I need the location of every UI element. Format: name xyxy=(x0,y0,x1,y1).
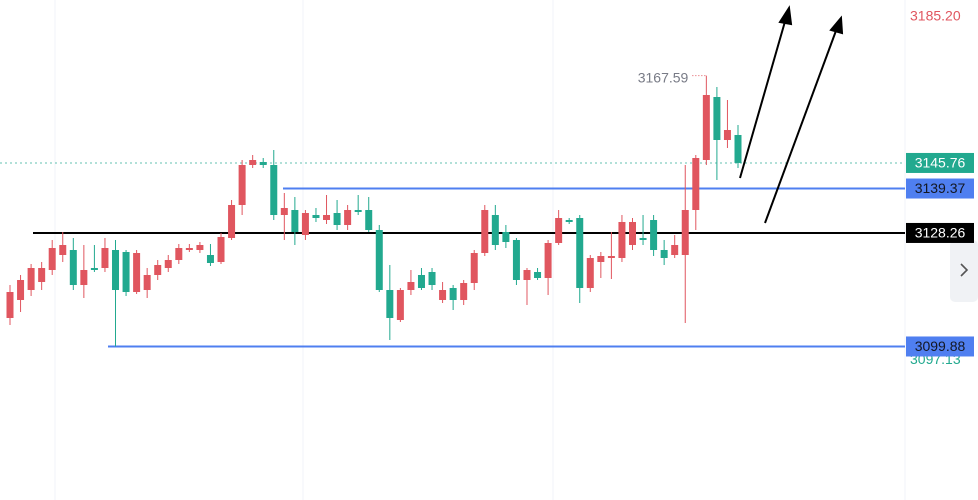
candle-body xyxy=(27,268,35,290)
candle-body xyxy=(534,272,542,278)
candle-body xyxy=(154,265,162,275)
candle-body xyxy=(692,158,700,210)
candle-body xyxy=(90,268,98,270)
candle-body xyxy=(185,248,193,250)
candle-body xyxy=(481,210,489,253)
candle-body xyxy=(17,280,25,300)
candle-body xyxy=(639,238,647,240)
candle-body xyxy=(671,245,679,255)
candle-body xyxy=(6,292,14,318)
candle-body xyxy=(80,270,88,285)
price-badge-label: 3145.76 xyxy=(915,155,966,171)
candle-body xyxy=(734,135,742,163)
candle-body xyxy=(439,290,447,300)
candle-body xyxy=(301,213,309,235)
arrow-head xyxy=(778,5,793,26)
candle-body xyxy=(417,275,425,288)
candle-body xyxy=(164,260,172,268)
price-badge-label: 3128.26 xyxy=(915,225,966,241)
candle-body xyxy=(396,290,404,320)
side-tab-bg[interactable] xyxy=(950,240,978,302)
candle-body xyxy=(323,215,331,220)
candle-body xyxy=(586,258,594,288)
candle-body xyxy=(206,255,214,263)
candle-body xyxy=(449,288,457,300)
candle-body xyxy=(133,253,141,292)
candle-body xyxy=(428,272,436,285)
candle-body xyxy=(38,268,46,282)
candle-body xyxy=(576,218,584,288)
candle-body xyxy=(544,243,552,278)
candle-body xyxy=(628,222,636,245)
candle-body xyxy=(122,252,130,292)
candle-body xyxy=(713,97,721,140)
candle-body xyxy=(660,250,668,258)
candle-body xyxy=(259,162,267,165)
candle-body xyxy=(460,283,468,300)
arrow-line xyxy=(739,17,787,179)
candle-body xyxy=(270,165,278,215)
candle-body xyxy=(175,248,183,260)
price-badge-label: 3099.88 xyxy=(915,338,966,354)
candle-body xyxy=(386,290,394,318)
candle-body xyxy=(291,210,299,232)
candle-body xyxy=(69,250,77,285)
side-tab[interactable] xyxy=(950,240,978,302)
candle-body xyxy=(238,165,246,205)
candle-body xyxy=(650,220,658,250)
candle-body xyxy=(523,270,531,280)
candle-body xyxy=(143,275,151,290)
candle-body xyxy=(344,210,352,225)
candle-body xyxy=(333,213,341,225)
candle-body xyxy=(217,237,225,262)
marks xyxy=(0,75,905,348)
candle-body xyxy=(375,230,383,290)
axis-label: 3185.20 xyxy=(910,8,961,24)
candle-body xyxy=(702,95,710,160)
candle-body xyxy=(512,240,520,280)
arrow-line xyxy=(764,27,838,224)
candle-body xyxy=(681,210,689,255)
candle-body xyxy=(196,245,204,250)
candle-body xyxy=(249,160,257,165)
price-badge xyxy=(906,336,974,357)
candle-body xyxy=(228,205,236,238)
candle-body xyxy=(723,130,731,140)
chevron-icon[interactable] xyxy=(960,263,969,277)
candle-body xyxy=(607,256,615,258)
candle-body xyxy=(491,215,499,245)
candle-body xyxy=(565,220,573,222)
candle-body xyxy=(555,218,563,243)
candle-body xyxy=(502,232,510,242)
candle-body xyxy=(597,256,605,262)
candle-body xyxy=(48,248,56,270)
arrows xyxy=(739,5,844,224)
price-badge xyxy=(906,178,974,199)
candle-body xyxy=(101,248,109,268)
price-badge xyxy=(906,152,974,173)
candle-body xyxy=(618,222,626,258)
candle-body xyxy=(470,253,478,283)
price-badge-label: 3139.37 xyxy=(915,180,966,196)
candle-body xyxy=(280,208,288,215)
candle-body xyxy=(59,245,67,255)
candle-body xyxy=(407,282,415,290)
arrow-head xyxy=(829,15,844,35)
high-label: 3167.59 xyxy=(638,69,689,85)
candle-body xyxy=(354,210,362,212)
price-badge xyxy=(906,222,974,243)
candle-body xyxy=(112,250,120,290)
candle-body xyxy=(365,210,373,230)
candle-body xyxy=(312,215,320,218)
